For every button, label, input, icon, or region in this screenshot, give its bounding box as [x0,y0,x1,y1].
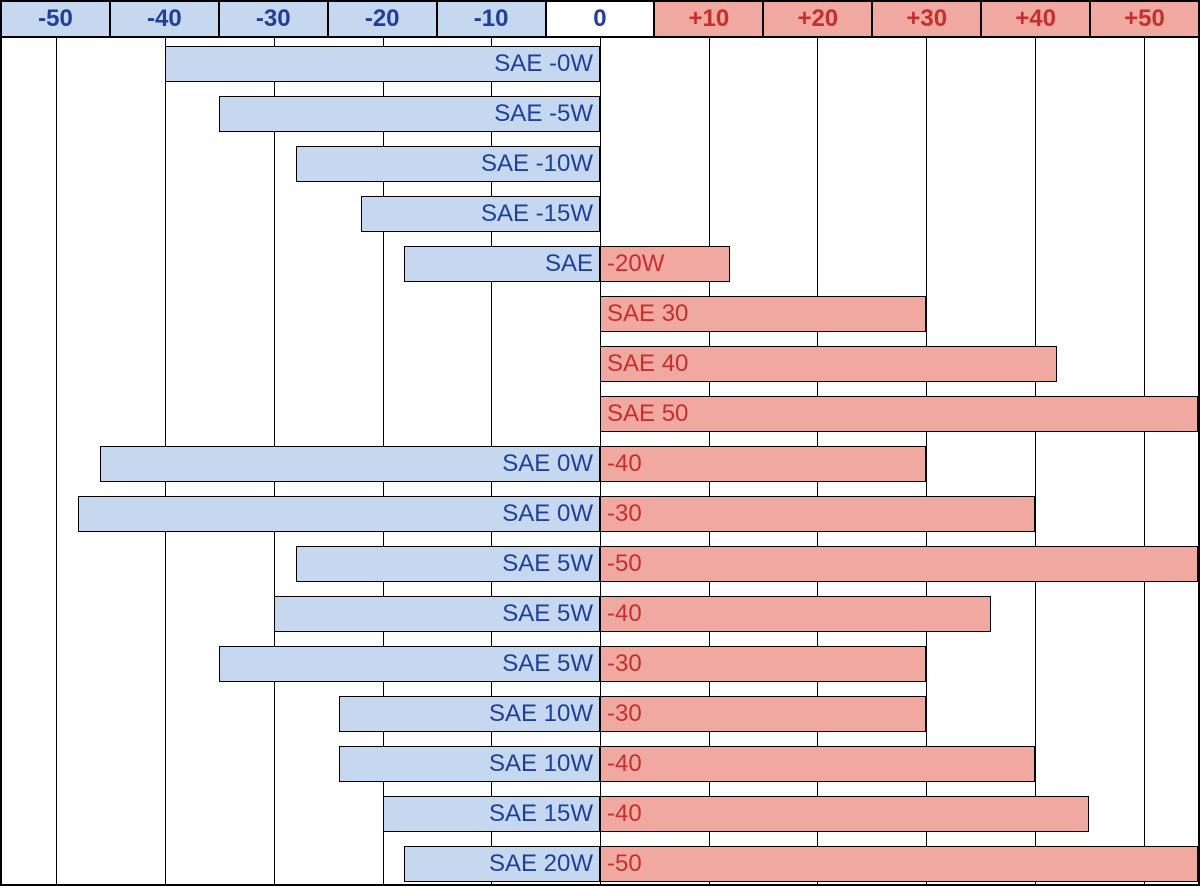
bar-label-hot: -40 [607,450,642,478]
bar-label-cold: SAE 5W [502,600,593,628]
bar-label-hot: SAE 40 [607,350,688,378]
bar-label-hot: -40 [607,750,642,778]
cold-bar: SAE -5W [219,96,600,132]
hot-bar: -40 [600,796,1089,832]
bar-label-hot: -40 [607,800,642,828]
x-axis-header: -50 -40 -30 -20 -10 0 +10 +20 +30 +40 +50 [2,2,1198,38]
bar-row: SAE -10W [2,146,1198,182]
cold-bar: SAE 10W [339,746,600,782]
hot-bar: -40 [600,746,1035,782]
bar-row: SAE 0W -30 [2,496,1198,532]
bar-label-cold: SAE -5W [494,100,593,128]
bar-label-cold: SAE 0W [502,450,593,478]
bar-label-cold: SAE [545,250,593,278]
cold-bar: SAE 5W [219,646,600,682]
cold-bar: SAE 15W [383,796,600,832]
bar-row: SAE 5W -40 [2,596,1198,632]
axis-tick-label: -40 [147,5,182,33]
axis-tick-label: -10 [474,5,509,33]
cold-bar: SAE 10W [339,696,600,732]
axis-tick-10: +10 [655,2,764,36]
cold-bar: SAE -0W [165,46,600,82]
axis-tick-label: -50 [38,5,73,33]
hot-bar: -30 [600,496,1035,532]
cold-bar: SAE 5W [274,596,600,632]
axis-tick-label: -30 [256,5,291,33]
axis-tick-20: +20 [764,2,873,36]
bar-row: SAE -0W [2,46,1198,82]
bar-label-cold: SAE 10W [489,700,593,728]
bar-label-cold: SAE 20W [489,850,593,878]
hot-bar: -50 [600,546,1198,582]
cold-bar: SAE 0W [78,496,600,532]
bar-label-hot: -50 [607,850,642,878]
hot-bar: SAE 50 [600,396,1198,432]
bar-label-hot: SAE 30 [607,300,688,328]
axis-tick-label: +50 [1124,5,1165,33]
sae-viscosity-chart: -50 -40 -30 -20 -10 0 +10 +20 +30 +40 +50 SAE -0W S… [0,0,1200,886]
bar-row: SAE -5W [2,96,1198,132]
bar-row: SAE 40 [2,346,1198,382]
bar-row: SAE 20W -50 [2,846,1198,882]
hot-bar: -40 [600,596,991,632]
axis-tick-label: 0 [593,5,606,33]
bar-row: SAE 15W -40 [2,796,1198,832]
cold-bar: SAE 0W [100,446,600,482]
axis-tick-label: +40 [1015,5,1056,33]
bar-row: SAE 5W -30 [2,646,1198,682]
axis-tick--20: -20 [329,2,438,36]
axis-tick--30: -30 [220,2,329,36]
hot-bar: -50 [600,846,1198,882]
cold-bar: SAE [404,246,600,282]
axis-tick-30: +30 [873,2,982,36]
bar-row: SAE 30 [2,296,1198,332]
bar-row: SAE 10W -30 [2,696,1198,732]
axis-tick-40: +40 [982,2,1091,36]
axis-tick-label: +10 [689,5,730,33]
bar-label-cold: SAE 15W [489,800,593,828]
bar-label-hot: -20W [607,250,664,278]
bar-label-hot: -30 [607,700,642,728]
hot-bar: -40 [600,446,926,482]
bar-row: SAE -15W [2,196,1198,232]
axis-tick--50: -50 [2,2,111,36]
bar-label-cold: SAE -0W [494,50,593,78]
bar-label-cold: SAE 5W [502,650,593,678]
bar-label-cold: SAE 10W [489,750,593,778]
axis-tick-label: +30 [906,5,947,33]
axis-tick-0: 0 [547,2,656,36]
bar-label-hot: SAE 50 [607,400,688,428]
bar-row: SAE -20W [2,246,1198,282]
bar-row: SAE 5W -50 [2,546,1198,582]
bar-label-hot: -50 [607,550,642,578]
bar-label-cold: SAE -10W [481,150,593,178]
axis-tick--10: -10 [438,2,547,36]
cold-bar: SAE 5W [296,546,600,582]
hot-bar: -30 [600,646,926,682]
plot-area: SAE -0WSAE -5WSAE -10WSAE -15WSAE -20WSA… [2,38,1198,884]
hot-bar: SAE 40 [600,346,1057,382]
bar-label-hot: -30 [607,500,642,528]
axis-tick--40: -40 [111,2,220,36]
bar-row: SAE 50 [2,396,1198,432]
bar-row: SAE 10W -40 [2,746,1198,782]
cold-bar: SAE -15W [361,196,600,232]
bar-label-hot: -30 [607,650,642,678]
axis-tick-50: +50 [1091,2,1198,36]
bar-row: SAE 0W -40 [2,446,1198,482]
bar-label-cold: SAE 0W [502,500,593,528]
bar-label-cold: SAE -15W [481,200,593,228]
cold-bar: SAE 20W [404,846,600,882]
axis-tick-label: +20 [797,5,838,33]
hot-bar: SAE 30 [600,296,926,332]
axis-tick-label: -20 [365,5,400,33]
hot-bar: -30 [600,696,926,732]
cold-bar: SAE -10W [296,146,600,182]
bar-label-hot: -40 [607,600,642,628]
bar-label-cold: SAE 5W [502,550,593,578]
hot-bar: -20W [600,246,730,282]
